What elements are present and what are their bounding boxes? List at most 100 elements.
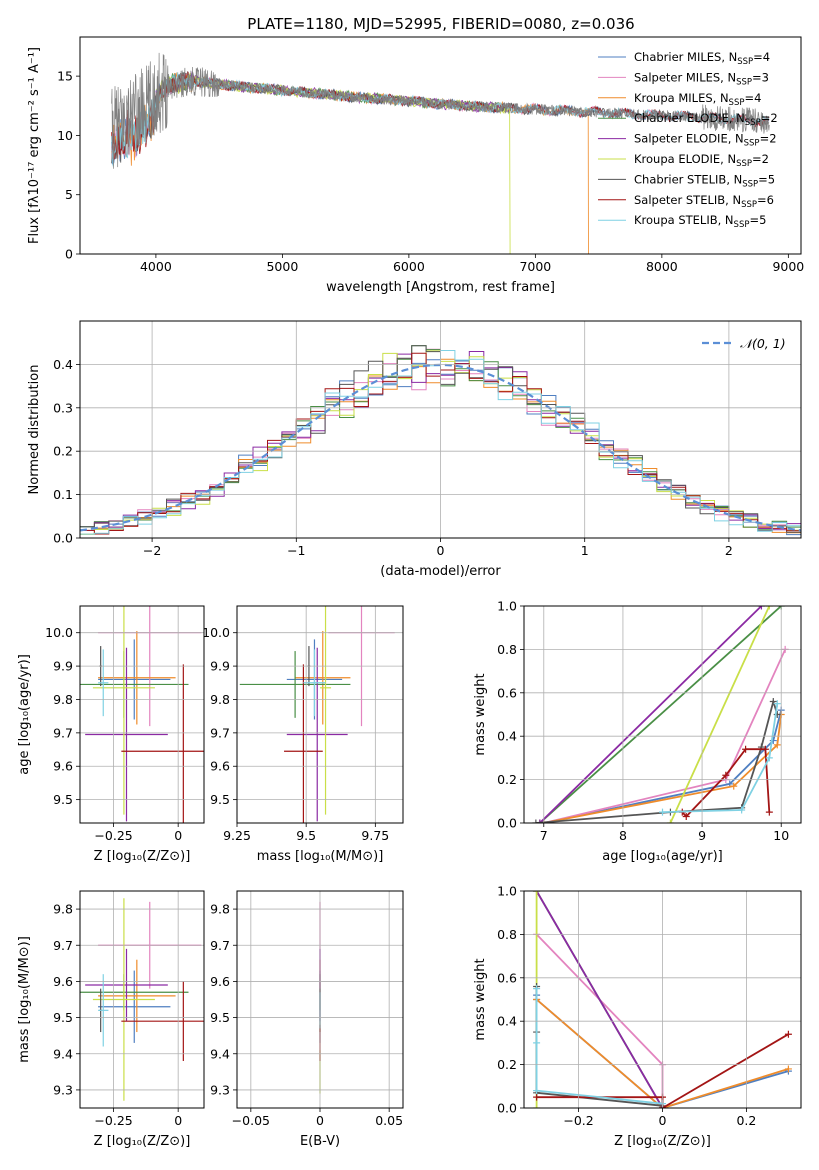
weight_vs_Z-series-line-8 (535, 988, 663, 1105)
age_vs_mass-plot-area (239, 606, 395, 823)
mass_vs_ebv-ytick-label-5: 9.8 (210, 902, 230, 917)
age_vs_mass-ytick-label-1: 9.6 (210, 759, 230, 774)
spectrum-legend-label-3: Chabrier ELODIE, NSSP=2 (634, 111, 778, 128)
weight_vs_age-series-marker-2-2 (773, 741, 781, 749)
weight_vs_Z-ytick-label-3: 0.6 (497, 970, 517, 985)
spectrum-xtick-label-2: 6000 (393, 259, 425, 274)
mass_vs_Z-panel: −0.25 0 9.3 9.4 9.5 9.6 9.7 9.8 Z [log₁₀(Z/Z⊙)] m… (17, 890, 205, 1149)
spectrum-observed-line (111, 52, 770, 169)
weight_vs_age-series-marker-6-0 (532, 819, 540, 823)
weight_vs_age-series-marker-7-2 (722, 771, 730, 779)
spectrum-plot-area (111, 52, 770, 254)
spectrum-frame (79, 36, 802, 255)
age_vs_Z-ytick-label-4: 9.9 (53, 659, 73, 674)
age_vs_mass-ytick-label-3: 9.8 (210, 692, 230, 707)
spectrum-xtick-label-5: 9000 (772, 259, 804, 274)
weight_vs_age-series-line-5 (669, 606, 771, 823)
weight_vs_Z-ylabel: mass weight (473, 958, 488, 1040)
spectrum-xlabel: wavelength [Angstrom, rest frame] (326, 280, 555, 295)
weight_vs_age-ytick-label-0: 0.0 (497, 816, 517, 831)
weight_vs_age-ytick-label-4: 0.8 (497, 642, 517, 657)
weight_vs_Z-series-marker-8-1 (533, 1039, 541, 1047)
weight_vs_Z-series-marker-7-3 (784, 1030, 792, 1038)
weight_vs_age-series-marker-8-3 (773, 700, 781, 708)
residuals-ytick-label-3: 0.3 (53, 400, 73, 415)
weight_vs_Z-ytick-label-1: 0.2 (497, 1057, 517, 1072)
age_vs_Z-ylabel: age [log₁₀(age/yr)] (17, 654, 32, 775)
spectrum-xtick-label-3: 7000 (519, 259, 551, 274)
age_vs_Z-ytick-label-0: 9.5 (53, 792, 73, 807)
age_vs_Z-frame (79, 605, 205, 824)
weight_vs_Z-series-marker-5-0 (533, 891, 541, 895)
weight_vs_Z-ytick-label-2: 0.4 (497, 1014, 517, 1029)
weight_vs_age-series-marker-4-0 (536, 819, 544, 823)
age_vs_mass-xtick-label-1: 9.5 (296, 828, 316, 843)
weight_vs_age-frame (523, 605, 802, 824)
spectrum-legend-label-4: Salpeter ELODIE, NSSP=2 (634, 132, 777, 149)
mass_vs_Z-xtick-label-0: −0.25 (94, 1113, 132, 1128)
spectrum-model-line-5 (155, 72, 511, 254)
spectrum-legend-label-7: Salpeter STELIB, NSSP=6 (634, 193, 774, 210)
residuals-ytick-label-4: 0.4 (53, 357, 73, 372)
mass_vs_ebv-xtick-label-0: −0.05 (232, 1113, 270, 1128)
mass_vs_Z-ytick-label-3: 9.6 (53, 974, 73, 989)
mass_vs_ebv-ytick-label-1: 9.4 (210, 1046, 230, 1061)
mass_vs_ebv-ytick-label-0: 9.3 (210, 1082, 230, 1097)
age_vs_Z-xtick-label-1: 0 (174, 828, 182, 843)
weight_vs_age-series-marker-7-3 (742, 745, 750, 753)
weight_vs_age-plot-area (532, 606, 789, 823)
spectrum-ytick-label-1: 5 (65, 187, 73, 202)
mass_vs_Z-plot-area (80, 898, 204, 1101)
mass_vs_Z-ytick-label-1: 9.4 (53, 1046, 73, 1061)
weight_vs_Z-ytick-label-5: 1.0 (497, 884, 517, 899)
weight_vs_age-xtick-label-2: 9 (698, 828, 706, 843)
age_vs_Z-ytick-label-3: 9.8 (53, 692, 73, 707)
mass_vs_Z-ytick-label-4: 9.7 (53, 938, 73, 953)
weight_vs_Z-panel: −0.2 0 0.2 0.0 0.2 0.4 0.6 0.8 1.0 Z [log₁₀(Z/Z⊙)… (473, 884, 802, 1149)
age_vs_Z-xlabel: Z [log₁₀(Z/Z⊙)] (94, 849, 191, 864)
residuals-legend-label: 𝒩(0, 1) (740, 336, 786, 351)
age_vs_mass-ytick-label-0: 9.5 (210, 792, 230, 807)
weight_vs_age-series-marker-8-0 (659, 808, 666, 816)
mass_vs_ebv-xlabel: E(B-V) (300, 1134, 340, 1149)
spectrum-legend-label-6: Chabrier STELIB, NSSP=5 (634, 172, 775, 189)
residuals-ytick-label-2: 0.2 (53, 444, 73, 459)
weight_vs_Z-ytick-label-4: 0.8 (497, 927, 517, 942)
residuals-xlabel: (data-model)/error (380, 564, 501, 579)
weight_vs_Z-series-line-4 (535, 891, 664, 1108)
weight_vs_age-series-marker-7-1 (682, 812, 690, 820)
spectrum-xtick-label-0: 4000 (140, 259, 172, 274)
weight_vs_age-series-line-4 (539, 606, 763, 823)
weight_vs_age-xlabel: age [log₁₀(age/yr)] (602, 849, 723, 864)
weight_vs_age-ylabel: mass weight (473, 673, 488, 755)
mass_vs_Z-xlabel: Z [log₁₀(Z/Z⊙)] (94, 1134, 191, 1149)
weight_vs_Z-series-marker-2-2 (784, 1065, 792, 1073)
mass_vs_ebv-xtick-label-2: 0.05 (375, 1113, 403, 1128)
mass_vs_ebv-panel: −0.05 0 0.05 9.3 9.4 9.5 9.6 9.7 9.8 E(B-V) (210, 890, 404, 1149)
spectrum-panel: 4000 5000 6000 7000 8000 9000 0 5 10 15 wavelength… (27, 36, 804, 295)
mass_vs_Z-ytick-label-0: 9.3 (53, 1082, 73, 1097)
age_vs_Z-ytick-label-2: 9.7 (53, 725, 73, 740)
spectrum-xtick-label-4: 8000 (646, 259, 678, 274)
mass_vs_Z-xtick-label-1: 0 (174, 1113, 182, 1128)
figure-title: PLATE=1180, MJD=52995, FIBERID=0080, z=0… (247, 15, 634, 33)
residuals-xtick-label-3: 1 (581, 543, 589, 558)
mass_vs_ebv-ytick-label-3: 9.6 (210, 974, 230, 989)
weight_vs_age-ytick-label-1: 0.2 (497, 772, 517, 787)
spectrum-xtick-label-1: 5000 (266, 259, 298, 274)
weight_vs_age-series-marker-5-1 (765, 606, 773, 610)
age_vs_mass-ytick-label-4: 9.9 (210, 659, 230, 674)
weight_vs_age-xtick-label-0: 7 (540, 828, 548, 843)
mass_vs_Z-ytick-label-2: 9.5 (53, 1010, 73, 1025)
residuals-xtick-label-2: 0 (437, 543, 445, 558)
mass_vs_Z-ylabel: mass [log₁₀(M/M⊙)] (17, 936, 32, 1063)
weight_vs_Z-series-marker-5-1 (533, 1104, 541, 1108)
weight_vs_age-series-line-3 (539, 606, 782, 823)
spectrum-ylabel: Flux [fλ10⁻¹⁷ erg cm⁻² s⁻¹ A⁻¹] (27, 47, 42, 244)
spectrum-ytick-label-0: 0 (65, 247, 73, 262)
weight_vs_age-series-marker-8-2 (765, 754, 773, 762)
spectrum-legend-label-8: Kroupa STELIB, NSSP=5 (634, 213, 766, 230)
mass_vs_ebv-ytick-label-4: 9.7 (210, 938, 230, 953)
weight_vs_age-ytick-label-5: 1.0 (497, 599, 517, 614)
